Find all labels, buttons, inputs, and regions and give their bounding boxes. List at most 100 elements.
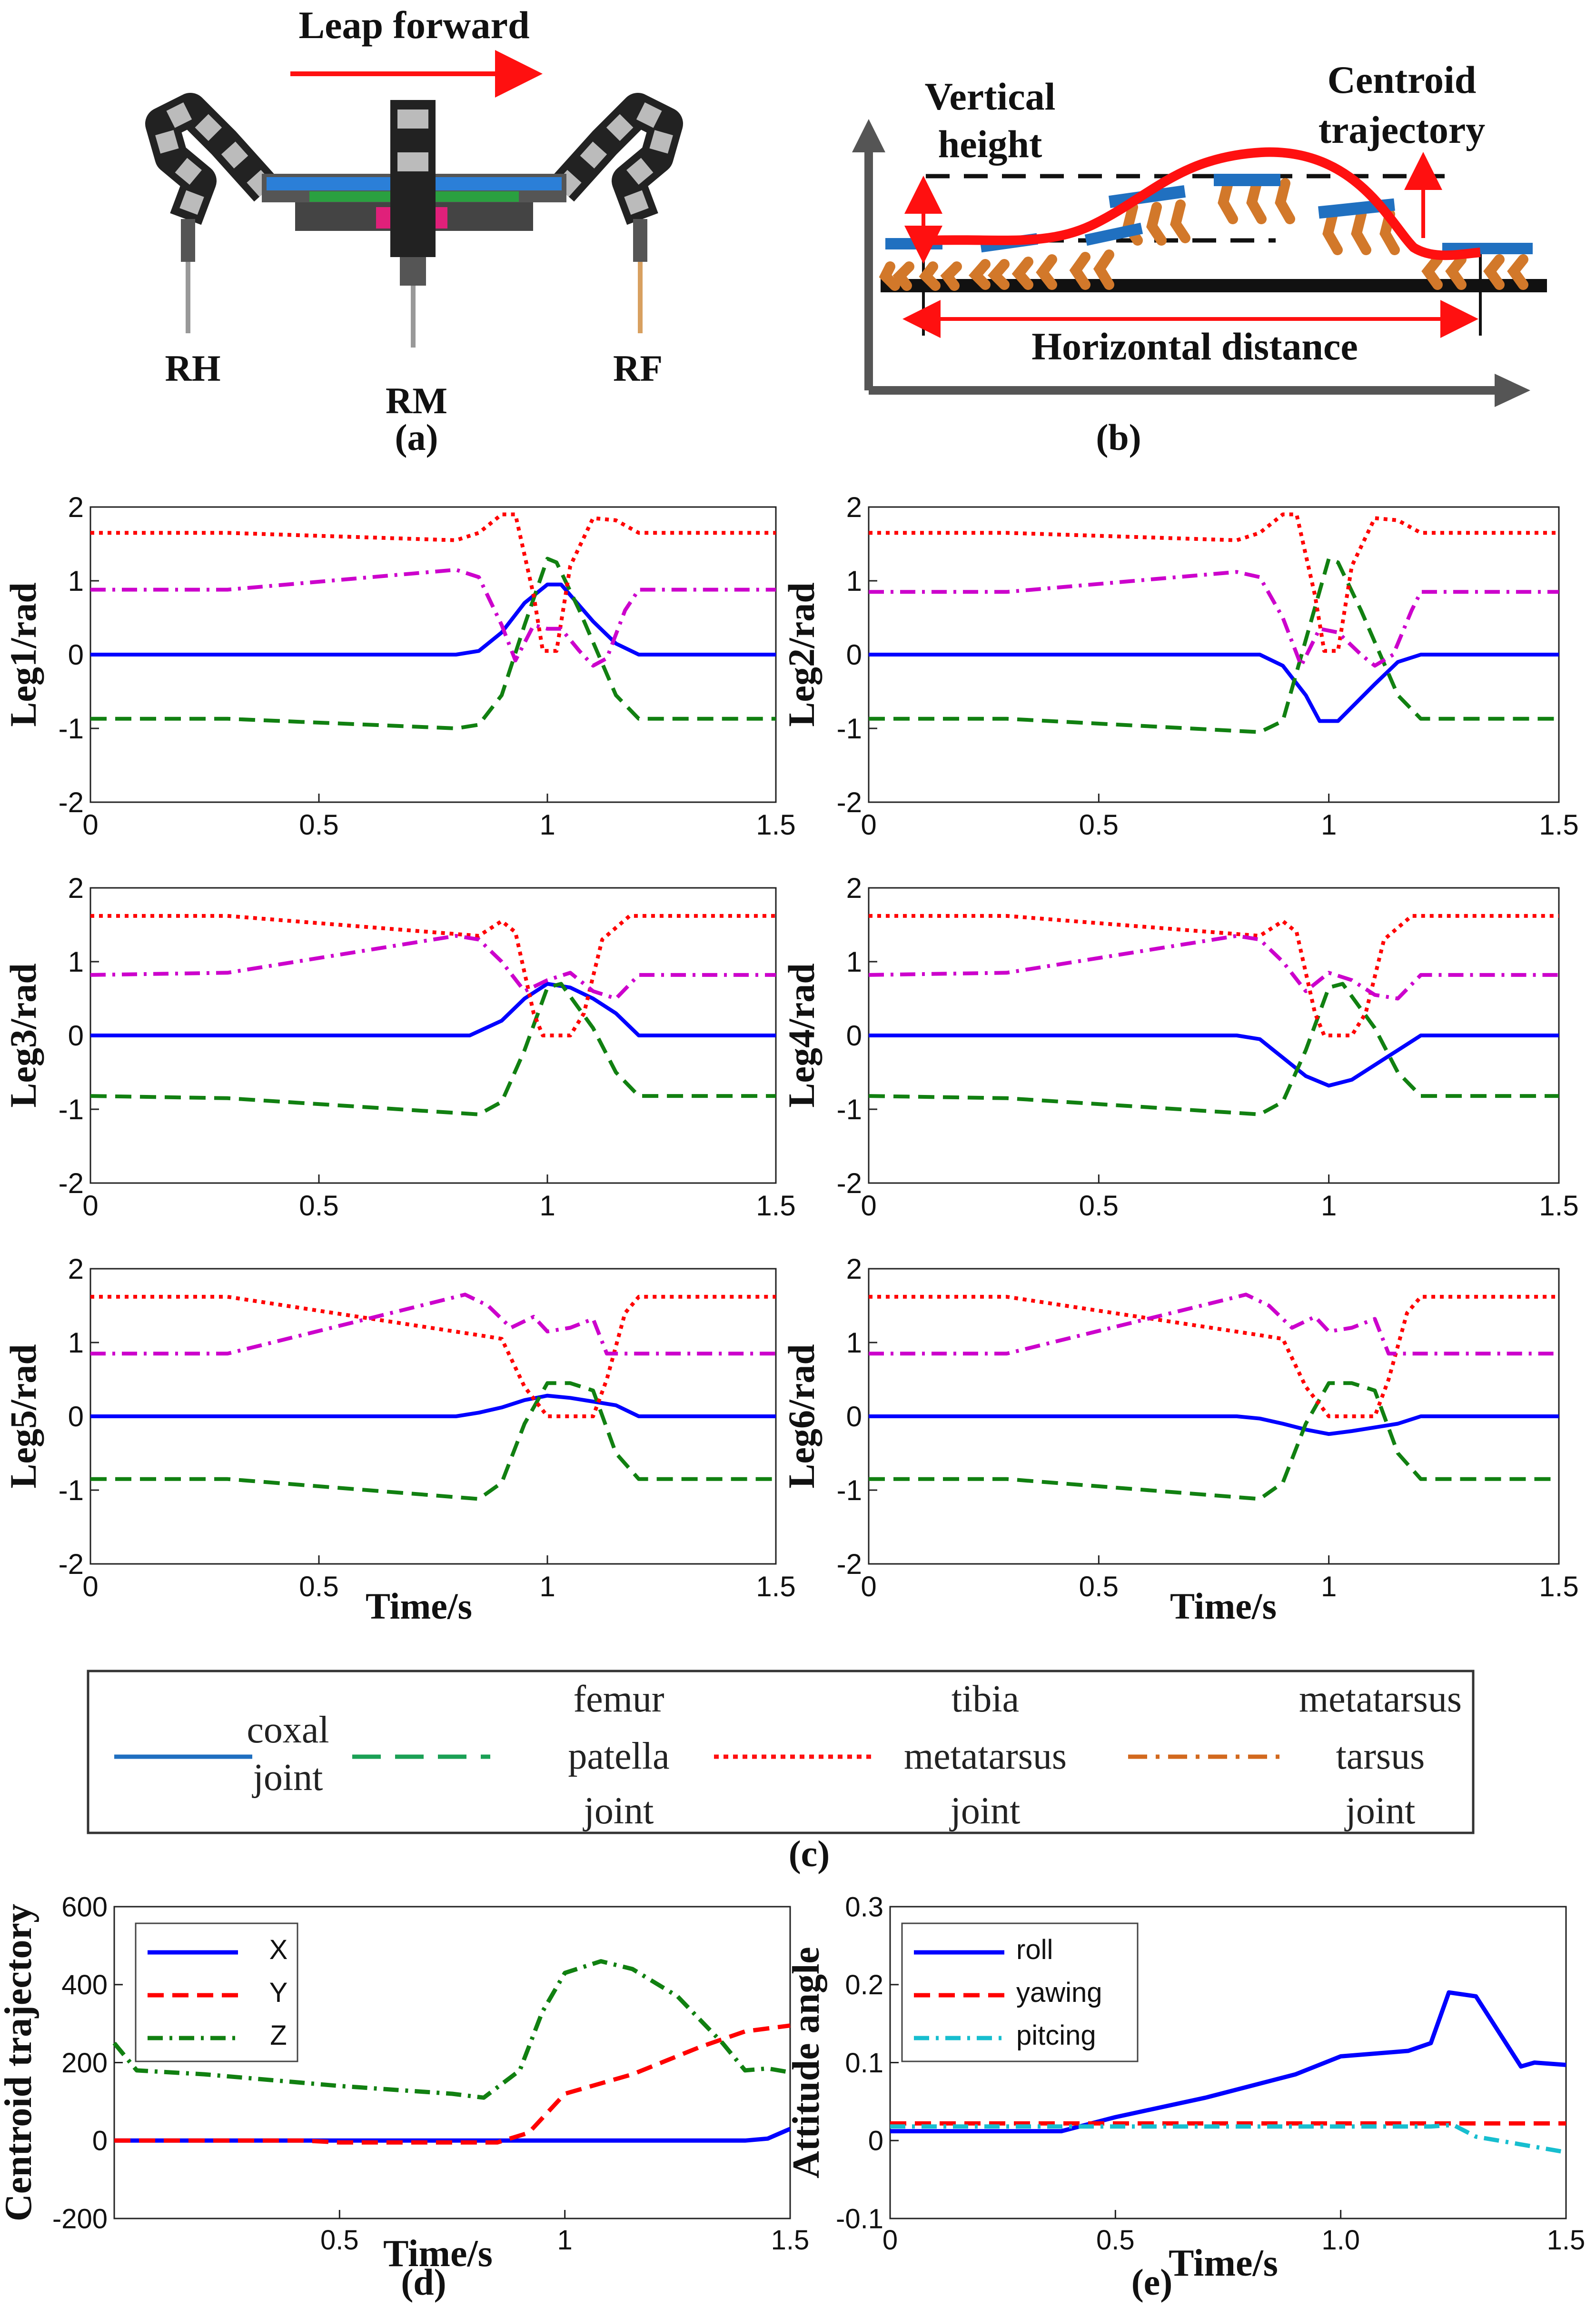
y-tick-label: 0: [846, 1401, 862, 1433]
x-tick-label: 1.5: [1547, 2225, 1586, 2256]
x-tick-label: 0.5: [1079, 1190, 1119, 1222]
y-axis-label-leg1: Leg1/rad: [2, 582, 44, 726]
plot-leg4: 0 0.5 1 1.5 -2 -1 0 1 2 Leg4/rad: [781, 872, 1579, 1222]
leap-forward-label: Leap forward: [298, 3, 529, 47]
y-tick-label: 0: [68, 639, 84, 671]
y-tick-label: 0: [868, 2126, 883, 2157]
x-tick-label: 1.5: [1539, 1571, 1578, 1602]
legend-item-tibia: tibia metatarsus joint: [714, 1678, 1067, 1832]
series-femur-patella-joint: [90, 1381, 776, 1501]
x-tick-label: 0: [861, 809, 876, 841]
panel-c-caption: (c): [789, 1833, 830, 1874]
panel-c-plots: 0 0.5 1 1.5 -2 -1 0 1 2 Leg1/rad 0 0.5 1 1.5 -2 -1 0 1 2 Le…: [2, 491, 1579, 1602]
centroid-trajectory-curve: [925, 147, 1481, 260]
series-roll: [890, 1990, 1566, 2134]
legend-attitude: roll yawing pitcing: [901, 1922, 1139, 2062]
series-metatarsus-tarsus-joint: [868, 934, 1559, 1001]
xlabel-left: Time/s: [366, 1585, 472, 1627]
legend-tibia-line3: joint: [949, 1790, 1021, 1832]
series-femur-patella-joint: [868, 982, 1559, 1116]
series-y: [114, 2023, 791, 2145]
legend-entry: yawing: [1016, 1977, 1102, 2008]
legend-centroid: XYZ: [135, 1922, 298, 2062]
x-tick-label: 0: [82, 1190, 98, 1222]
legend-metatarsus-line3: joint: [1344, 1790, 1416, 1832]
horizontal-distance-label: Horizontal distance: [1031, 325, 1358, 368]
y-tick-label: -2: [59, 786, 84, 818]
vertical-height-label-2: height: [938, 122, 1042, 166]
panel-e-caption: (e): [1131, 2261, 1173, 2303]
x-tick-label: 1: [539, 809, 555, 841]
plot-leg5: 0 0.5 1 1.5 -2 -1 0 1 2 Leg5/rad: [2, 1253, 796, 1602]
x-tick-label: 1.5: [1539, 809, 1578, 841]
panel-b-caption: (b): [1096, 417, 1141, 458]
series-tibia-metatarsus-joint: [869, 1294, 1559, 1418]
x-tick-label: 1.5: [756, 1190, 795, 1222]
series-coxal-joint: [869, 1414, 1559, 1436]
y-tick-label: 2: [846, 872, 862, 904]
y-tick-label: -2: [837, 1167, 862, 1199]
y-tick-label: 2: [68, 1253, 84, 1285]
series-coxal-joint: [90, 582, 776, 657]
xlabel-e: Time/s: [1169, 2242, 1278, 2284]
series-coxal-joint: [90, 1393, 776, 1418]
y-tick-label: 200: [61, 2048, 108, 2079]
y-tick-label: -2: [59, 1548, 84, 1580]
legend-coxal-line1: coxal: [247, 1709, 329, 1751]
legend-entry: Y: [269, 1977, 288, 2008]
x-tick-label: 0.5: [299, 809, 338, 841]
y-tick-label: 0.2: [845, 1970, 883, 2000]
y-axis-label-leg5: Leg5/rad: [2, 1344, 44, 1488]
centroid-label-1: Centroid: [1328, 58, 1477, 101]
y-tick-label: 0: [68, 1401, 84, 1433]
y-tick-label: -2: [59, 1167, 84, 1199]
x-tick-label: 1: [1321, 809, 1337, 841]
legend-entry: pitcing: [1016, 2020, 1096, 2051]
x-tick-label: 1: [1321, 1571, 1337, 1602]
series-femur-patella-joint: [90, 982, 776, 1116]
y-tick-label: -2: [837, 786, 862, 818]
series-femur-patella-joint: [90, 557, 776, 730]
centroid-label-2: trajectory: [1318, 108, 1486, 151]
y-tick-label: -1: [59, 1474, 84, 1506]
legend-tibia-line1: tibia: [952, 1678, 1019, 1720]
legend-tibia-line2: metatarsus: [904, 1735, 1067, 1777]
series-femur-patella-joint: [869, 557, 1559, 734]
y-tick-label: 0.1: [845, 2048, 883, 2079]
x-tick-label: 1: [557, 2225, 573, 2256]
x-tick-label: 1: [539, 1190, 555, 1222]
x-tick-label: 0.5: [1079, 809, 1119, 841]
plot-leg6: 0 0.5 1 1.5 -2 -1 0 1 2 Leg6/rad: [781, 1253, 1579, 1602]
y-tick-label: 2: [846, 491, 862, 523]
y-tick-label: 0.3: [845, 1891, 883, 1922]
legend-item-coxal: coxal joint: [114, 1709, 329, 1799]
series-tibia-metatarsus-joint: [869, 914, 1559, 1037]
y-axis-label-leg4: Leg4/rad: [781, 963, 822, 1107]
y-tick-label: 1: [846, 565, 862, 597]
panel-a-caption: (a): [395, 417, 438, 458]
series-femur-patella-joint: [869, 1381, 1559, 1501]
x-tick-label: 0: [82, 809, 98, 841]
legend-entry: Z: [270, 2020, 287, 2051]
y-axis-label-leg2: Leg2/rad: [781, 582, 822, 726]
y-tick-label: 0: [92, 2126, 108, 2157]
panel-d-caption: (d): [401, 2261, 446, 2303]
legend-femur-line2: patella: [568, 1735, 669, 1777]
robot-silhouettes: [879, 174, 1533, 291]
y-tick-label: -200: [52, 2203, 108, 2234]
y-tick-label: -1: [837, 1094, 862, 1125]
series-coxal-joint: [869, 653, 1559, 723]
x-tick-label: 1: [539, 1571, 555, 1602]
y-axis-label-leg6: Leg6/rad: [781, 1344, 822, 1488]
plot-leg2: 0 0.5 1 1.5 -2 -1 0 1 2 Leg2/rad: [781, 491, 1579, 841]
x-tick-label: 0.5: [299, 1571, 338, 1602]
y-tick-label: 1: [68, 946, 84, 978]
x-tick-label: 0.5: [1079, 1571, 1119, 1602]
y-tick-label: 1: [846, 946, 862, 978]
plot-leg1: 0 0.5 1 1.5 -2 -1 0 1 2 Leg1/rad: [2, 491, 796, 841]
legend-femur-line1: femur: [573, 1678, 664, 1720]
y-tick-label: 0: [68, 1020, 84, 1052]
x-tick-label: 0.5: [299, 1190, 338, 1222]
